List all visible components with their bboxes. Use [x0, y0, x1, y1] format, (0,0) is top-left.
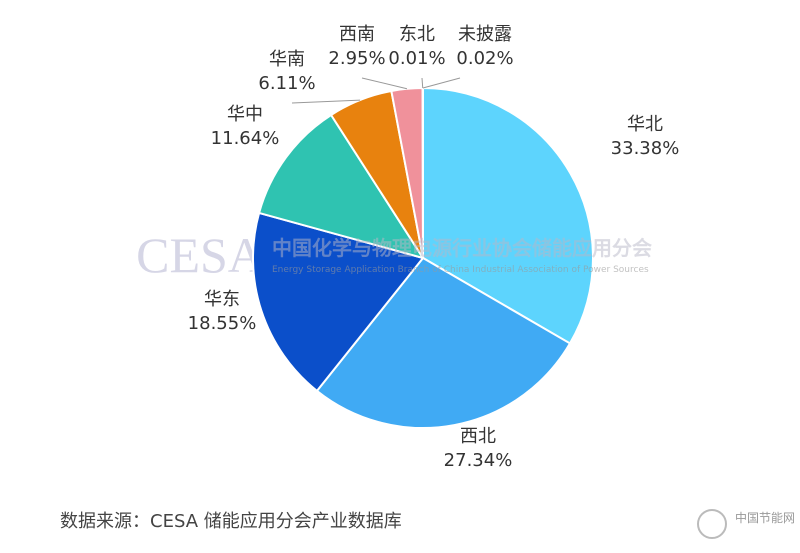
value-label: 0.02% [456, 48, 513, 69]
value-label: 18.55% [188, 313, 257, 334]
category-label: 西南 [339, 24, 375, 45]
category-label: 华南 [269, 49, 305, 70]
watermark-logo: CESA [136, 227, 264, 283]
leader-line [421, 77, 424, 89]
category-label: 西北 [460, 426, 496, 447]
value-label: 11.64% [211, 128, 280, 149]
watermark-name: 中国化学与物理电源行业协会储能应用分会 [272, 236, 652, 260]
site-logo: 中国节能网 [735, 510, 795, 525]
value-label: 0.01% [388, 48, 445, 69]
leader-line [291, 99, 361, 104]
category-label: 华东 [204, 289, 240, 310]
value-label: 33.38% [611, 138, 680, 159]
watermark-name-en: Energy Storage Application Branch of Chi… [272, 265, 649, 275]
category-label: 华北 [627, 114, 663, 135]
pie-slice [422, 86, 594, 345]
value-label: 27.34% [444, 450, 513, 471]
category-label: 未披露 [458, 24, 512, 45]
pie-slice [315, 256, 572, 429]
value-label: 2.95% [328, 48, 385, 69]
category-label: 华中 [227, 104, 263, 125]
pie [252, 86, 594, 429]
leader-line [422, 77, 461, 89]
site-logo-icon [697, 509, 727, 539]
source-note: 数据来源：CESA 储能应用分会产业数据库 [60, 511, 402, 532]
category-label: 东北 [399, 24, 435, 45]
pie-slice [252, 211, 425, 393]
value-label: 6.11% [258, 73, 315, 94]
pie-slice [257, 113, 426, 260]
leader-line [361, 77, 408, 90]
